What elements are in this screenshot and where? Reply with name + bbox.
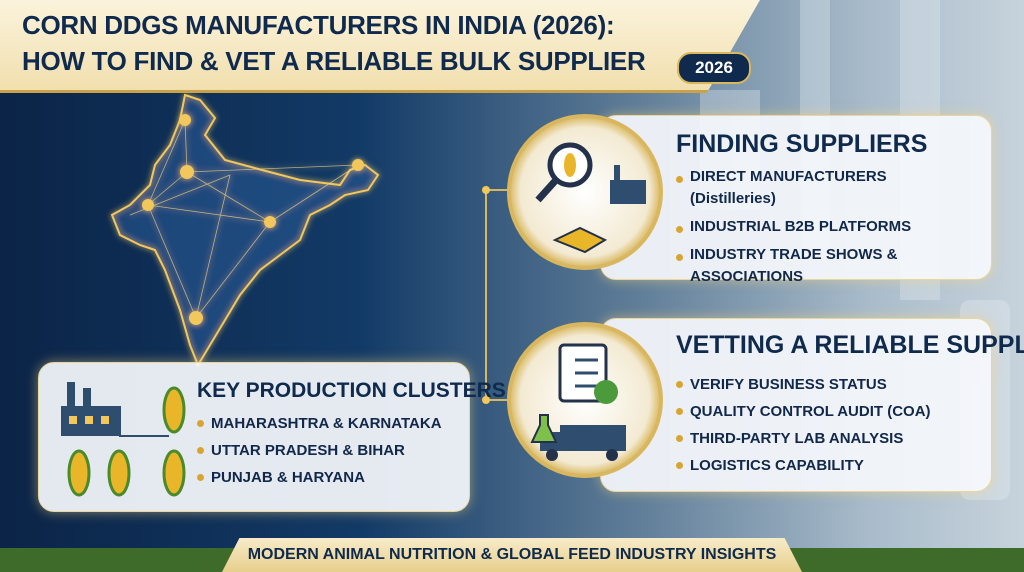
list-item: DIRECT MANUFACTURERS (Distilleries)	[676, 166, 976, 210]
list-item: LOGISTICS CAPABILITY	[676, 452, 976, 479]
footer-strip	[0, 548, 240, 572]
card-title: FINDING SUPPLIERS	[676, 130, 928, 158]
clusters-card: KEY PRODUCTION CLUSTERS MAHARASHTRA & KA…	[38, 362, 506, 512]
footer-strip	[786, 548, 1024, 572]
cluster-list: MAHARASHTRA & KARNATAKA UTTAR PRADESH & B…	[197, 410, 462, 491]
card-title: KEY PRODUCTION CLUSTERS	[197, 379, 506, 402]
vetting-list: VERIFY BUSINESS STATUS QUALITY CONTROL AU…	[676, 371, 976, 479]
finding-card: FINDING SUPPLIERS DIRECT MANUFACTURERS (…	[600, 115, 992, 285]
list-item: THIRD-PARTY LAB ANALYSIS	[676, 425, 976, 452]
list-item: PUNJAB & HARYANA	[197, 464, 462, 491]
clusters-icons	[61, 382, 186, 497]
list-item: INDUSTRY TRADE SHOWS & ASSOCIATIONS	[676, 244, 976, 288]
vetting-card: VETTING A RELIABLE SUPPLIER VERIFY BUSIN…	[600, 318, 1024, 492]
finding-list: DIRECT MANUFACTURERS (Distilleries) INDUS…	[676, 166, 976, 294]
title: HOW TO FIND & VET A RELIABLE BULK SUPPLI…	[22, 46, 646, 76]
footer-banner: MODERN ANIMAL NUTRITION & GLOBAL FEED IN…	[222, 538, 802, 572]
list-item: QUALITY CONTROL AUDIT (COA)	[676, 398, 976, 425]
title-banner	[0, 0, 760, 93]
list-item: VERIFY BUSINESS STATUS	[676, 371, 976, 398]
list-item: MAHARASHTRA & KARNATAKA	[197, 410, 462, 437]
year-badge: 2026	[677, 52, 751, 84]
connector	[482, 186, 510, 404]
list-item: INDUSTRIAL B2B PLATFORMS	[676, 216, 976, 238]
card-title: VETTING A RELIABLE SUPPLIER	[676, 331, 1024, 359]
india-map	[110, 93, 380, 368]
list-item: UTTAR PRADESH & BIHAR	[197, 437, 462, 464]
title: CORN DDGS MANUFACTURERS IN INDIA (2026):	[22, 10, 615, 40]
